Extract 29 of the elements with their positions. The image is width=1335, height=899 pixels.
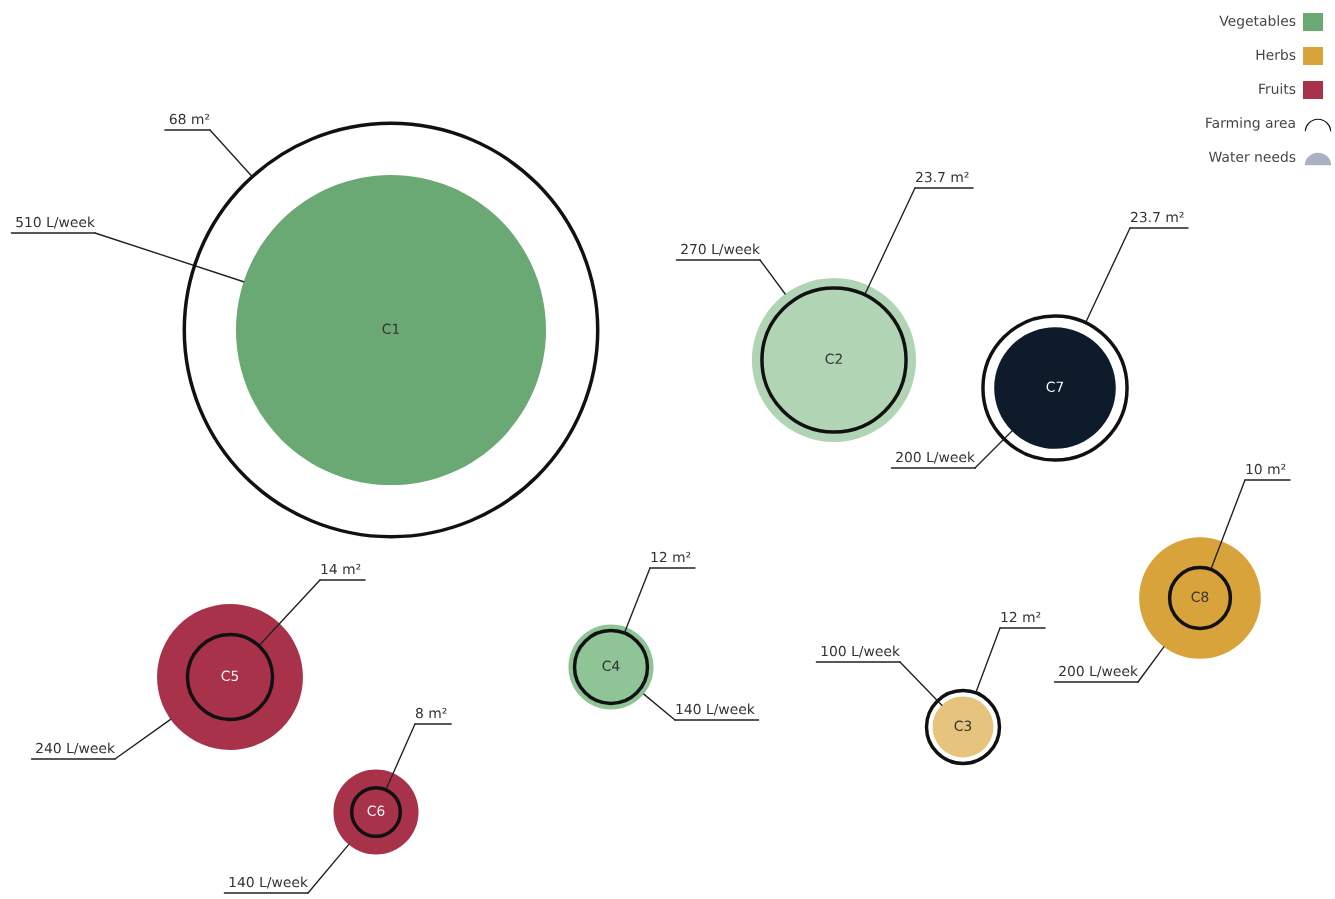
data-label: 510 L/week xyxy=(16,216,95,229)
data-label: 68 m² xyxy=(169,113,210,125)
category-label: C5 xyxy=(221,670,239,682)
data-label: 23.7 m² xyxy=(916,171,969,183)
category-label: C2 xyxy=(825,353,842,365)
data-label: 10 m² xyxy=(1246,463,1286,475)
data-label: 100 L/week xyxy=(821,645,900,658)
category-label: C3 xyxy=(954,720,972,732)
data-label: 200 L/week xyxy=(1059,665,1138,678)
legend-label: Fruits xyxy=(1259,83,1296,95)
data-label: 23.7 m² xyxy=(1131,211,1184,223)
category-label: C7 xyxy=(1046,381,1064,393)
data-label: 140 L/week xyxy=(676,703,755,716)
category-label: C8 xyxy=(1191,591,1209,603)
data-label: 8 m² xyxy=(415,707,447,719)
category-label: C6 xyxy=(367,805,385,817)
data-label: 200 L/week xyxy=(896,451,975,464)
legend-label: Herbs xyxy=(1256,49,1296,61)
category-label: C4 xyxy=(602,660,620,672)
data-label: 240 L/week xyxy=(36,742,115,755)
data-label: 140 L/week xyxy=(229,876,308,889)
data-label: 12 m² xyxy=(651,551,691,563)
category-label: C1 xyxy=(382,323,399,335)
text: Water needs xyxy=(1209,151,1296,163)
legend-label: Vegetables xyxy=(1219,15,1296,29)
data-label: 14 m² xyxy=(321,563,361,575)
legend-label: Farming area xyxy=(1206,117,1295,131)
data-label: 270 L/week xyxy=(681,243,760,256)
data-label: 12 m² xyxy=(1001,611,1041,623)
